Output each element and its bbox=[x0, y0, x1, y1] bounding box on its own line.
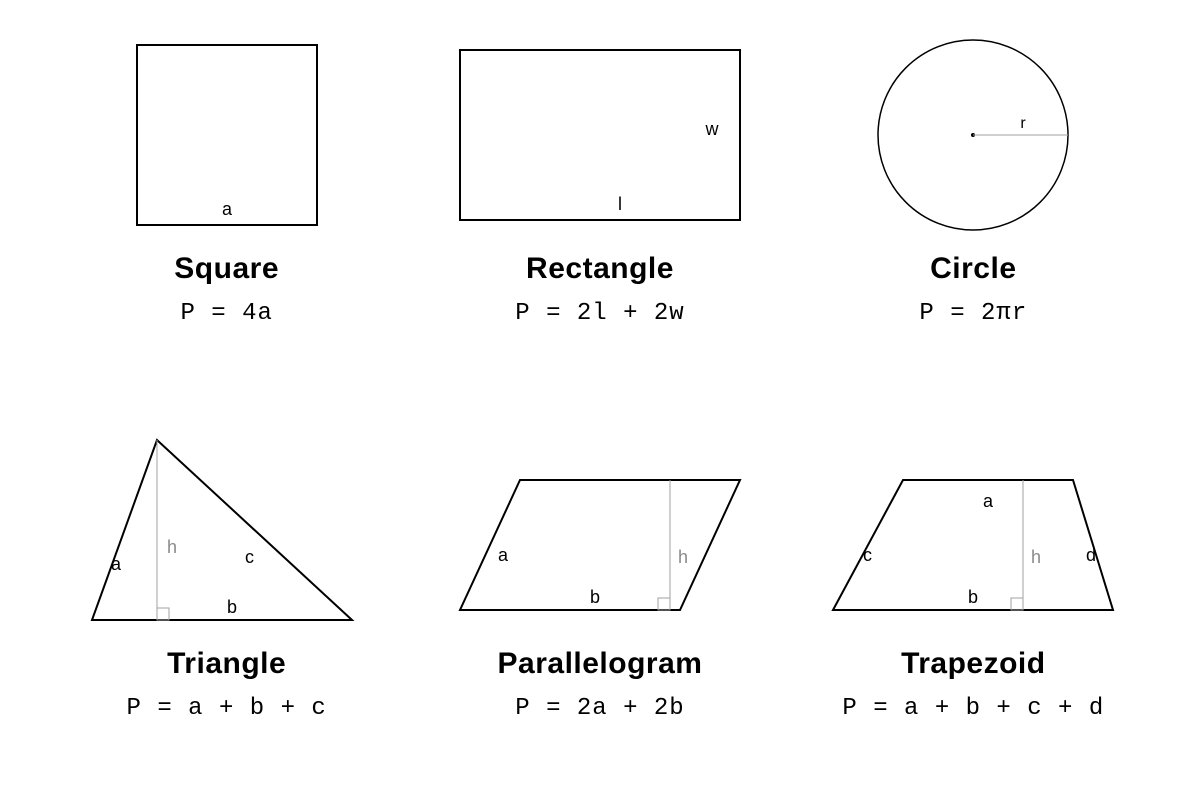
parallelogram-label-h: h bbox=[678, 547, 688, 567]
figure-square: a bbox=[77, 30, 377, 240]
triangle-label-h: h bbox=[167, 537, 177, 557]
trapezoid-title: Trapezoid bbox=[901, 647, 1046, 681]
parallelogram-label-b: b bbox=[590, 587, 600, 607]
trapezoid-label-c: c bbox=[863, 545, 872, 565]
parallelogram-title: Parallelogram bbox=[498, 647, 703, 681]
cell-parallelogram: a b h Parallelogram P = 2a + 2b bbox=[433, 425, 766, 770]
cell-trapezoid: a b c d h Trapezoid P = a + b + c + d bbox=[807, 425, 1140, 770]
rectangle-title: Rectangle bbox=[526, 252, 674, 286]
rectangle-label-w: w bbox=[704, 119, 719, 139]
trapezoid-label-d: d bbox=[1086, 545, 1096, 565]
cell-triangle: a b c h Triangle P = a + b + c bbox=[60, 425, 393, 770]
square-label-a: a bbox=[222, 199, 233, 219]
square-svg: a bbox=[127, 35, 327, 235]
trapezoid-svg: a b c d h bbox=[823, 425, 1123, 635]
square-title: Square bbox=[174, 252, 279, 286]
figure-triangle: a b c h bbox=[77, 425, 377, 635]
rectangle-svg: l w bbox=[450, 35, 750, 235]
trapezoid-label-b: b bbox=[968, 587, 978, 607]
parallelogram-formula: P = 2a + 2b bbox=[515, 695, 684, 722]
rectangle-label-l: l bbox=[618, 194, 622, 214]
square-formula: P = 4a bbox=[180, 300, 272, 327]
cell-square: a Square P = 4a bbox=[60, 30, 393, 375]
triangle-title: Triangle bbox=[167, 647, 286, 681]
figure-circle: r bbox=[823, 30, 1123, 240]
triangle-formula: P = a + b + c bbox=[127, 695, 327, 722]
triangle-label-b: b bbox=[227, 597, 237, 617]
rectangle-shape bbox=[460, 50, 740, 220]
figure-trapezoid: a b c d h bbox=[823, 425, 1123, 635]
cell-rectangle: l w Rectangle P = 2l + 2w bbox=[433, 30, 766, 375]
trapezoid-formula: P = a + b + c + d bbox=[842, 695, 1104, 722]
rectangle-formula: P = 2l + 2w bbox=[515, 300, 684, 327]
circle-svg: r bbox=[863, 30, 1083, 240]
parallelogram-svg: a b h bbox=[450, 425, 750, 635]
shapes-grid: a Square P = 4a l w Rectangle P = 2l + 2… bbox=[60, 30, 1140, 770]
figure-rectangle: l w bbox=[450, 30, 750, 240]
triangle-svg: a b c h bbox=[77, 425, 377, 635]
parallelogram-right-angle bbox=[658, 598, 670, 610]
trapezoid-label-h: h bbox=[1031, 547, 1041, 567]
figure-parallelogram: a b h bbox=[450, 425, 750, 635]
circle-formula: P = 2πr bbox=[919, 300, 1027, 327]
square-shape bbox=[137, 45, 317, 225]
triangle-right-angle bbox=[157, 608, 169, 620]
circle-title: Circle bbox=[930, 252, 1016, 286]
triangle-label-a: a bbox=[111, 554, 122, 574]
trapezoid-label-a: a bbox=[983, 491, 994, 511]
triangle-shape bbox=[92, 440, 352, 620]
triangle-label-c: c bbox=[245, 547, 254, 567]
cell-circle: r Circle P = 2πr bbox=[807, 30, 1140, 375]
circle-label-r: r bbox=[1021, 115, 1027, 132]
parallelogram-label-a: a bbox=[498, 545, 509, 565]
trapezoid-right-angle bbox=[1011, 598, 1023, 610]
